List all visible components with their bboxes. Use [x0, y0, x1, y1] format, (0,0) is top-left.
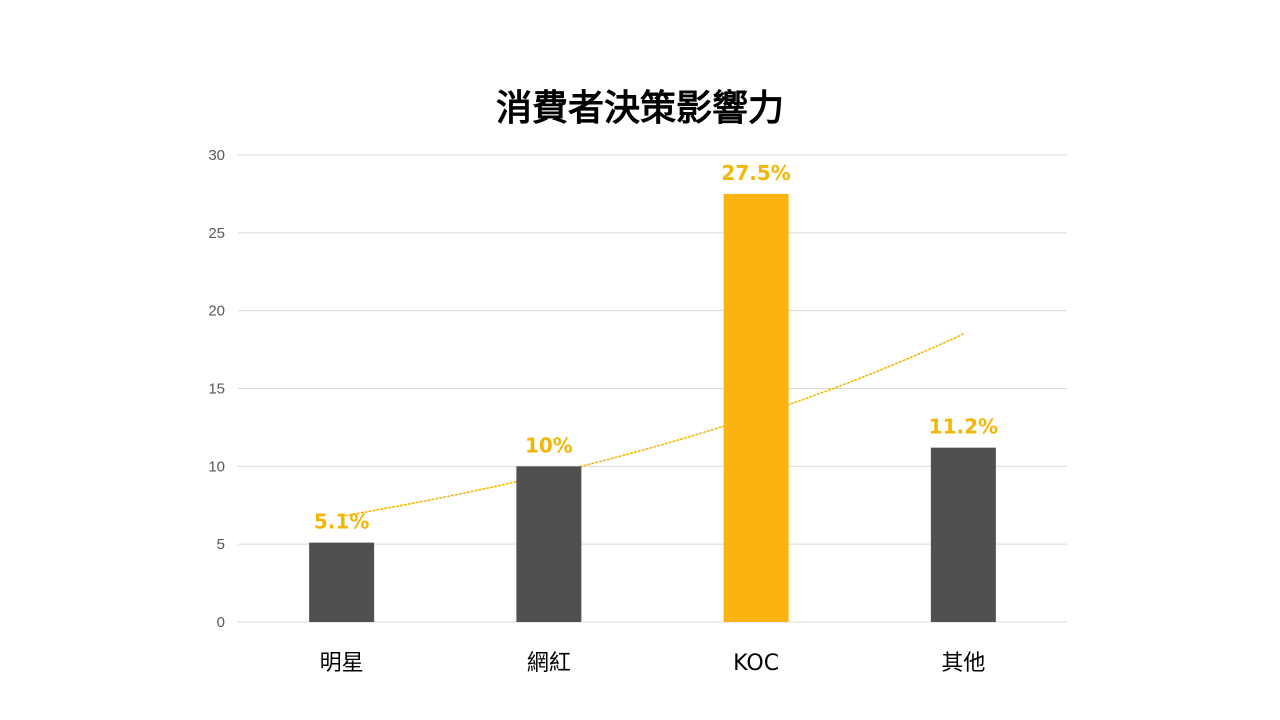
y-tick-label: 0 [217, 614, 225, 631]
y-tick-label: 30 [208, 147, 225, 164]
bars [309, 193, 996, 622]
data-label: 10% [525, 433, 573, 457]
gridlines [238, 154, 1067, 623]
data-labels: 5.1% 10% 27.5% 11.2% [314, 161, 998, 534]
bar-3 [930, 447, 996, 622]
x-tick-label: 明星 [320, 651, 364, 676]
x-tick-label: KOC [733, 651, 779, 676]
y-tick-label: 20 [208, 303, 225, 320]
bar-2 [723, 193, 789, 622]
y-tick-label: 10 [208, 458, 225, 475]
chart-title: 消費者決策影響力 [496, 87, 784, 129]
bar-1 [516, 466, 582, 622]
bar-0 [309, 542, 375, 622]
data-label: 5.1% [314, 510, 369, 534]
x-axis-ticks: 明星 網紅 KOC 其他 [320, 651, 986, 676]
x-tick-label: 網紅 [527, 651, 571, 676]
y-tick-label: 5 [217, 536, 225, 553]
data-label: 27.5% [721, 161, 790, 185]
y-tick-label: 25 [208, 225, 225, 242]
y-tick-label: 15 [208, 381, 225, 398]
exponential-trendline [340, 333, 965, 517]
data-label: 11.2% [929, 415, 998, 439]
trendline [340, 333, 965, 517]
x-tick-label: 其他 [941, 651, 985, 676]
y-axis-ticks: 0 5 10 15 20 25 30 [208, 147, 225, 631]
